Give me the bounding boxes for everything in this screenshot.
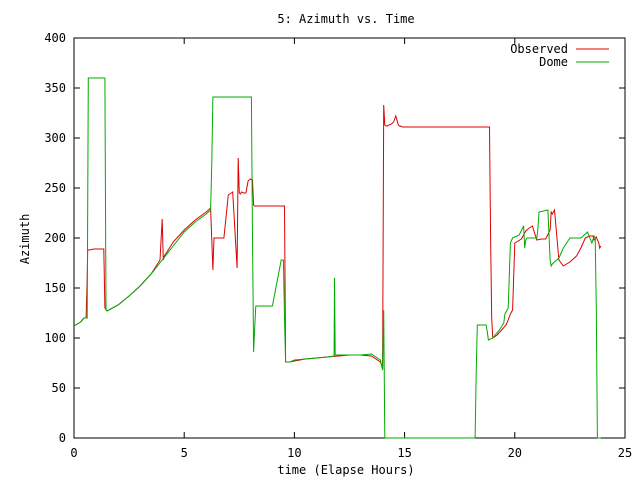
x-tick-label: 5 [181,446,188,460]
axis-ticks: 0 50 100 150 200 250 300 350 400 0 5 10 15 20 25 [44,31,632,460]
y-tick-label: 200 [44,231,66,245]
y-tick-label: 100 [44,331,66,345]
series-line-dome [73,77,601,439]
y-tick-label: 350 [44,81,66,95]
x-tick-label: 0 [70,446,77,460]
y-tick-label: 400 [44,31,66,45]
y-tick-label: 300 [44,131,66,145]
plot-frame [73,37,626,439]
legend-label-observed: Observed [510,42,568,56]
x-tick-label: 10 [287,446,301,460]
series-line-observed [73,104,602,369]
x-axis-label: time (Elapse Hours) [277,463,414,477]
y-tick-label: 150 [44,281,66,295]
chart-title: 5: Azimuth vs. Time [277,12,414,26]
x-tick-label: 15 [397,446,411,460]
x-tick-label: 20 [508,446,522,460]
y-tick-label: 0 [59,431,66,445]
legend-label-dome: Dome [539,55,568,69]
x-tick-label: 25 [618,446,632,460]
y-axis-label: Azimuth [18,214,32,265]
y-tick-label: 250 [44,181,66,195]
y-tick-label: 50 [52,381,66,395]
series-lines [73,77,602,439]
